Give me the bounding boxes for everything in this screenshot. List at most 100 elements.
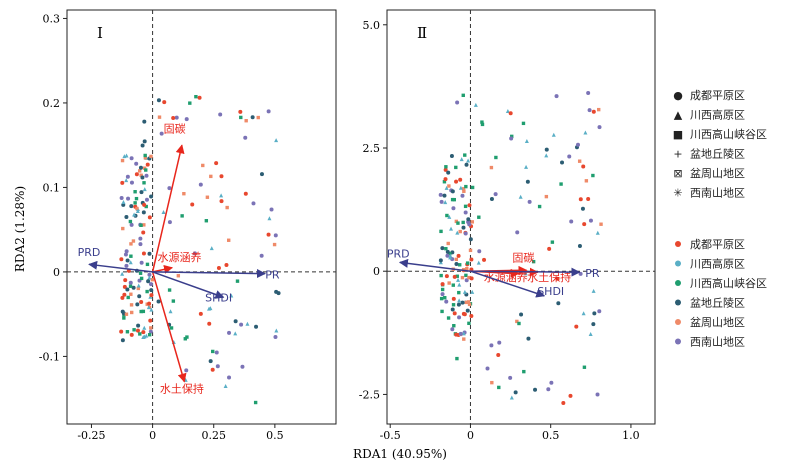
sample-point (524, 138, 529, 143)
sample-point (227, 330, 232, 335)
sample-point (251, 201, 256, 206)
arrow (151, 144, 185, 273)
sample-point (466, 300, 471, 304)
sample-point (129, 156, 134, 161)
sample-point (156, 299, 161, 304)
sample-point (171, 299, 176, 303)
sample-point (457, 290, 461, 295)
sample-point (142, 139, 147, 144)
sample-point (451, 206, 456, 211)
y-tick-label: 5.0 (363, 19, 381, 32)
sample-point (591, 322, 596, 327)
sample-point (141, 230, 146, 235)
sample-point (464, 184, 468, 189)
sample-point (508, 111, 513, 116)
sample-point (149, 154, 153, 159)
sample-point (446, 241, 450, 246)
plot-frame (386, 9, 656, 425)
sample-point (527, 199, 532, 204)
sample-point (465, 267, 469, 271)
arrow (152, 271, 225, 299)
arrow-label: PR (265, 269, 280, 282)
arrow (152, 268, 266, 278)
sample-point (581, 164, 586, 169)
sample-point (466, 217, 471, 222)
legend-shape-label: 盆地丘陵区 (690, 147, 745, 161)
sample-point (135, 209, 140, 214)
sample-point (597, 309, 602, 314)
sample-point (184, 117, 189, 122)
sample-point (463, 210, 468, 215)
sample-point (147, 251, 152, 256)
y-tick-label: 0.3 (43, 12, 61, 25)
y-tick-label: 0 (53, 266, 60, 279)
arrow-label: 固碳 (164, 122, 186, 136)
sample-point (205, 195, 210, 199)
sample-point (438, 258, 443, 263)
sample-point (139, 300, 144, 305)
legend-shape-label: 川西高原区 (690, 108, 745, 122)
sample-point (467, 321, 471, 326)
legend-color-swatch (675, 280, 681, 286)
sample-point (446, 170, 451, 175)
sample-point (138, 165, 143, 170)
sample-point (454, 332, 459, 337)
sample-point (450, 189, 455, 194)
sample-point (480, 122, 485, 127)
sample-point (273, 334, 278, 339)
sample-point (460, 193, 465, 198)
sample-point (167, 220, 172, 225)
sample-point (555, 276, 560, 281)
sample-point (135, 328, 140, 333)
sample-point (580, 206, 585, 211)
sample-point (451, 283, 455, 287)
sample-point (458, 185, 463, 190)
sample-point (233, 331, 238, 336)
sample-point (582, 222, 587, 227)
sample-point (468, 237, 473, 242)
sample-point (458, 177, 463, 182)
sample-point (120, 338, 125, 343)
sample-point (138, 242, 143, 247)
sample-point (139, 223, 143, 227)
arrow (152, 265, 174, 274)
arrow-label: SHDI (205, 291, 232, 304)
sample-point (550, 240, 555, 244)
sample-point (510, 134, 514, 139)
sample-point (581, 311, 586, 316)
sample-point (444, 299, 449, 304)
sample-point (126, 196, 131, 201)
arrow-label: 固碳 (512, 250, 534, 264)
sample-point (134, 196, 139, 201)
sample-point (463, 204, 468, 209)
sample-point (139, 173, 143, 177)
sample-point (448, 251, 452, 256)
sample-point (577, 159, 582, 163)
sample-point (497, 340, 502, 345)
sample-point (515, 230, 520, 235)
legend-shape-icon: ▲ (674, 109, 683, 122)
sample-point (460, 300, 465, 305)
sample-point (439, 229, 443, 234)
sample-point (274, 138, 279, 143)
sample-point (467, 302, 472, 307)
sample-point (544, 153, 549, 158)
sample-point (150, 278, 155, 282)
sample-point (139, 190, 144, 195)
sample-point (456, 277, 461, 282)
sample-point (197, 95, 202, 100)
sample-point (455, 230, 460, 235)
sample-point (224, 263, 229, 268)
sample-point (531, 259, 536, 264)
sample-point (121, 200, 126, 205)
y-tick-label: 0 (373, 265, 380, 278)
sample-point (442, 193, 447, 198)
sample-point (124, 178, 129, 183)
sample-point (161, 209, 166, 214)
sample-point (508, 375, 513, 380)
sample-point (448, 255, 453, 260)
sample-point (136, 283, 141, 288)
sample-point (211, 349, 215, 354)
sample-point (440, 282, 445, 287)
